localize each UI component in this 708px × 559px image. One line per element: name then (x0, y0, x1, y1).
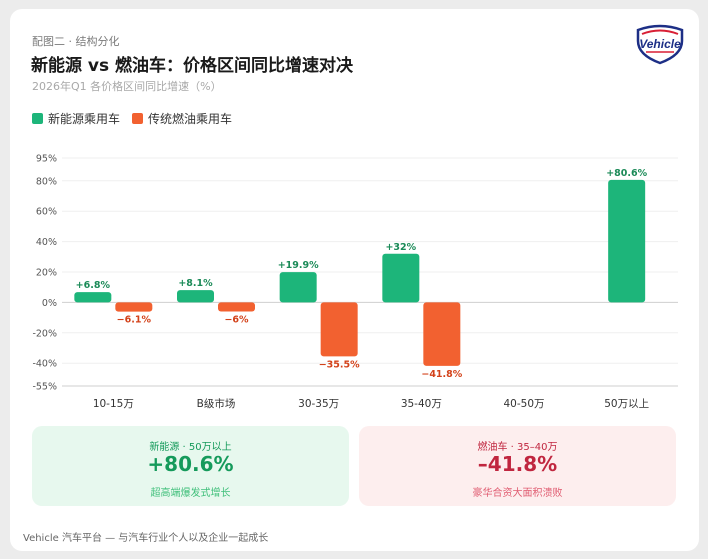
bar (115, 302, 153, 312)
data-label: +80.6% (606, 168, 647, 179)
x-tick-label: 30-35万 (298, 398, 339, 410)
bar (423, 302, 461, 366)
logo-wordmark: Vehicle (639, 37, 681, 51)
bar (74, 292, 112, 303)
data-label: +19.9% (278, 260, 319, 271)
chart-subtitle: 2026年Q1 各价格区间同比增速（%） (32, 80, 222, 93)
data-label: −35.5% (319, 359, 360, 370)
data-label: +8.1% (178, 278, 213, 289)
bar (177, 290, 214, 303)
bar (218, 302, 255, 312)
x-tick-label: 10-15万 (93, 398, 134, 410)
legend-label-nev: 新能源乘用车 (48, 112, 121, 126)
chart-legend: 新能源乘用车 传统燃油乘用车 (32, 110, 244, 127)
y-tick-label: 60% (36, 207, 57, 218)
highlight-nev-label: 新能源 · 50万以上 (149, 442, 232, 453)
y-tick-label: 95% (36, 154, 57, 165)
x-tick-label: 35-40万 (401, 398, 442, 410)
legend-item-nev: 新能源乘用车 (32, 110, 120, 127)
legend-label-ice: 传统燃油乘用车 (148, 112, 233, 126)
data-label: −6% (224, 315, 249, 326)
bar-chart: 95% 80% 60% 40% 20% 0% -20% -40% -55% 10-15万 +6.8%… (32, 154, 678, 410)
y-tick-label: 40% (36, 237, 57, 248)
y-tick-label: 20% (36, 268, 57, 279)
y-tick-label: 0% (42, 298, 57, 309)
highlight-ice: 燃油车 · 35–40万 –41.8% 豪华合资大面积溃败 (359, 426, 676, 506)
data-label: +32% (385, 242, 416, 253)
data-label: +6.8% (76, 280, 111, 291)
highlight-ice-value: –41.8% (477, 452, 558, 476)
chart-title: 新能源 vs 燃油车：价格区间同比增速对决 (31, 56, 354, 76)
vehicle-logo: Vehicle (636, 24, 684, 65)
bar (320, 302, 358, 357)
bar (608, 179, 646, 303)
bar (279, 272, 317, 303)
y-tick-label: -55% (32, 382, 57, 393)
y-tick-label: 80% (36, 176, 57, 187)
legend-swatch-ice (132, 113, 144, 124)
data-label: −6.1% (117, 315, 152, 326)
highlight-nev-value: +80.6% (147, 452, 234, 476)
legend-item-ice: 传统燃油乘用车 (132, 110, 232, 127)
legend-swatch-nev (32, 113, 43, 124)
footer-text: Vehicle 汽车平台 — 与汽车行业个人以及企业一起成长 (23, 533, 269, 544)
y-tick-label: -40% (32, 359, 57, 370)
x-tick-label: 50万以上 (604, 398, 649, 410)
bar (382, 253, 420, 303)
y-tick-label: -20% (32, 328, 57, 339)
chart-card: 配图二 · 结构分化 新能源 vs 燃油车：价格区间同比增速对决 2026年Q1… (10, 9, 699, 551)
x-tick-label: 40-50万 (503, 398, 544, 410)
x-tick-label: B级市场 (197, 397, 236, 410)
highlight-nev: 新能源 · 50万以上 +80.6% 超高端爆发式增长 (32, 426, 349, 506)
data-label: −41.8% (421, 369, 462, 380)
section-kicker: 配图二 · 结构分化 (32, 35, 120, 48)
highlight-nev-note: 超高端爆发式增长 (150, 488, 231, 499)
highlight-ice-note: 豪华合资大面积溃败 (472, 488, 563, 499)
highlight-ice-label: 燃油车 · 35–40万 (477, 442, 558, 453)
